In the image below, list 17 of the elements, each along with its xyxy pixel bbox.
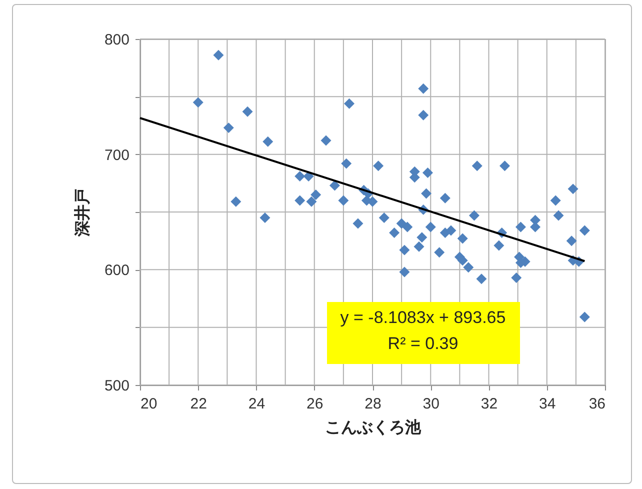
annotation: y = -8.1083x + 893.65 bbox=[340, 308, 506, 327]
x-tick-label: 30 bbox=[422, 396, 440, 412]
x-tick-label: 22 bbox=[190, 396, 207, 412]
y-tick-label: 600 bbox=[104, 262, 130, 280]
annotation: R² = 0.39 bbox=[388, 334, 458, 353]
x-tick-label: 26 bbox=[306, 396, 324, 412]
y-axis-title: 深井戸 bbox=[73, 188, 92, 238]
x-tick-label: 32 bbox=[480, 396, 498, 412]
x-tick-label: 20 bbox=[140, 396, 158, 412]
x-tick-label: 28 bbox=[364, 396, 382, 412]
x-tick-label: 34 bbox=[539, 396, 556, 412]
x-tick-label: 36 bbox=[588, 396, 606, 412]
x-tick-label: 24 bbox=[248, 396, 266, 412]
y-tick-label: 700 bbox=[104, 146, 130, 164]
y-tick-label: 800 bbox=[104, 32, 130, 48]
x-axis-title: こんぶくろ池 bbox=[325, 418, 422, 436]
y-tick-label: 500 bbox=[104, 378, 130, 394]
